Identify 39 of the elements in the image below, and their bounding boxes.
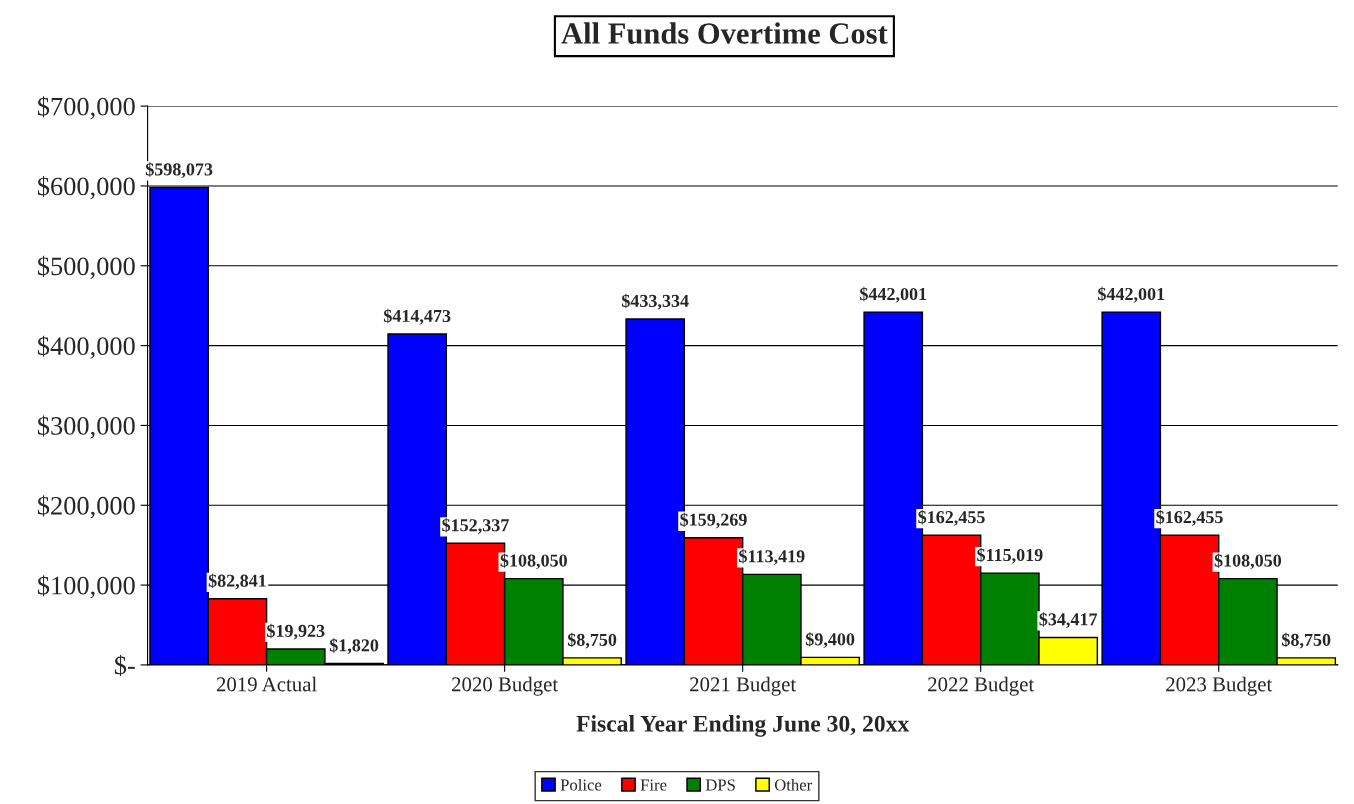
data-label: $162,455 xyxy=(1156,509,1223,526)
x-tick-label: 2022 Budget xyxy=(928,676,1035,696)
x-tick-label: 2019 Actual xyxy=(216,676,317,692)
y-tick-label: $500,000 xyxy=(37,255,135,279)
data-label: $8,750 xyxy=(567,632,617,649)
data-label: $108,050 xyxy=(500,553,567,570)
y-tick-label: $100,000 xyxy=(37,575,135,599)
y-tick-label: $200,000 xyxy=(37,495,135,519)
data-label: $8,750 xyxy=(1282,632,1331,649)
x-tick-label: 2021 Budget xyxy=(690,676,797,696)
legend-label: DPS xyxy=(705,779,735,791)
x-tick-label: 2020 Budget xyxy=(452,676,559,696)
y-tick-label: $600,000 xyxy=(37,176,135,200)
y-tick-label: $700,000 xyxy=(37,96,135,120)
data-label: $442,001 xyxy=(860,286,927,303)
legend-label: Police xyxy=(560,778,602,791)
data-label: $152,337 xyxy=(442,518,509,534)
data-label: $108,050 xyxy=(1214,553,1282,570)
data-label: $19,923 xyxy=(267,623,325,640)
data-label: $159,269 xyxy=(680,512,747,529)
data-label: $115,019 xyxy=(977,547,1043,564)
chart-title: All Funds Overtime Cost xyxy=(561,22,888,44)
data-label: $34,417 xyxy=(1039,612,1098,629)
data-label: $442,001 xyxy=(1098,286,1165,303)
data-label: $433,334 xyxy=(621,293,689,310)
data-label: $598,073 xyxy=(145,162,213,179)
data-label: $1,820 xyxy=(329,638,379,655)
data-label: $9,400 xyxy=(805,632,855,649)
data-label: $113,419 xyxy=(739,549,805,565)
x-tick-label: 2023 Budget xyxy=(1166,676,1273,696)
data-label: $82,841 xyxy=(208,573,266,590)
x-axis-title: Fiscal Year Ending June 30, 20xx xyxy=(576,715,910,737)
data-label: $414,473 xyxy=(383,308,451,325)
legend-label: Other xyxy=(774,778,813,791)
data-label: $162,455 xyxy=(918,509,985,526)
y-tick-label: $- xyxy=(114,654,135,677)
y-tick-label: $400,000 xyxy=(37,335,135,359)
legend-label: Fire xyxy=(640,779,667,791)
y-tick-label: $300,000 xyxy=(37,415,135,439)
